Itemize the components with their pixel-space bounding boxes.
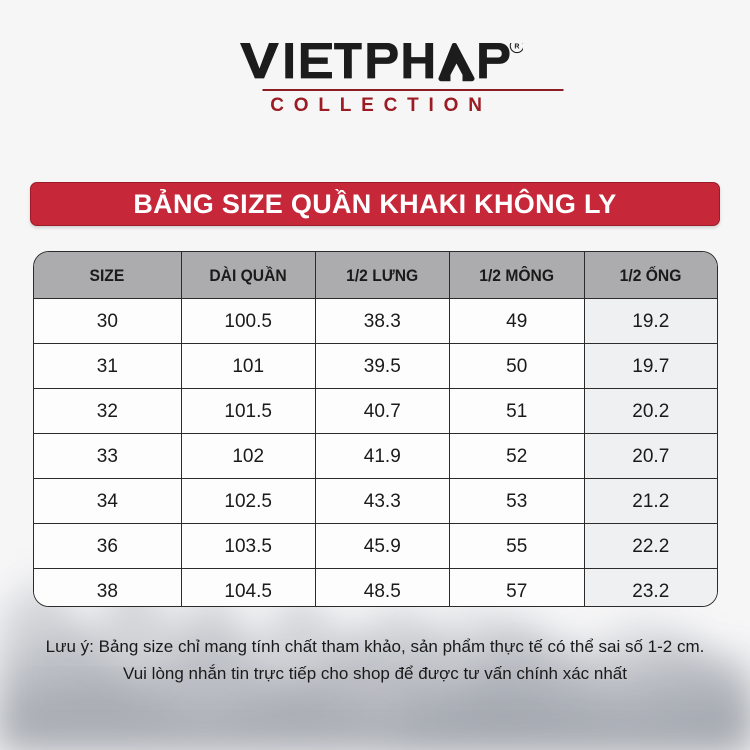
svg-text:R: R [514, 43, 519, 50]
